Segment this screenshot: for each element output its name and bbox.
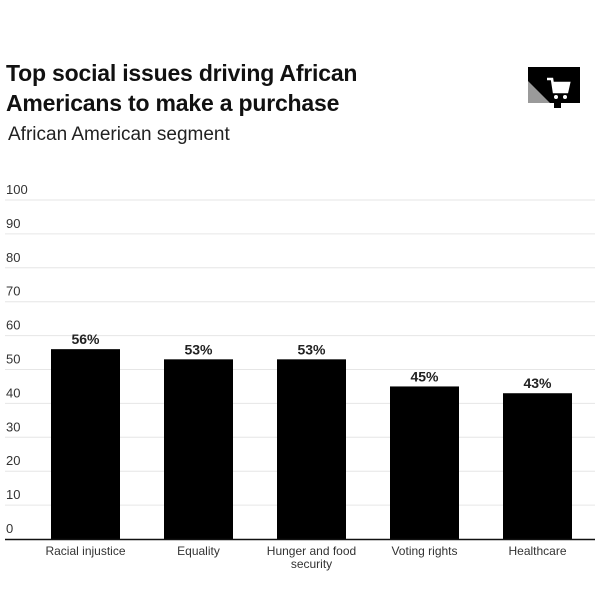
- y-tick-label: 60: [6, 318, 20, 333]
- data-label: 56%: [71, 331, 100, 347]
- y-tick-label: 70: [6, 284, 20, 299]
- data-label: 53%: [297, 341, 326, 357]
- bar: [390, 386, 459, 539]
- x-tick-label: Racial injustice: [45, 544, 125, 558]
- chart-title: Top social issues driving African Americ…: [6, 58, 446, 118]
- x-tick-label: Healthcare: [508, 544, 566, 558]
- data-label: 45%: [410, 368, 439, 384]
- y-tick-label: 0: [6, 521, 13, 536]
- y-tick-label: 40: [6, 385, 20, 400]
- y-tick-label: 30: [6, 419, 20, 434]
- bar: [164, 359, 233, 539]
- chart-title-line-1: Top social issues driving African: [6, 60, 358, 86]
- x-tick-label: Equality: [177, 544, 220, 558]
- y-tick-label: 10: [6, 487, 20, 502]
- data-label: 43%: [523, 375, 552, 391]
- bar: [503, 393, 572, 539]
- x-tick-label: Voting rights: [391, 544, 457, 558]
- y-tick-label: 90: [6, 216, 20, 231]
- x-tick-label: Hunger and food: [267, 544, 356, 558]
- y-tick-label: 20: [6, 453, 20, 468]
- bar: [51, 349, 120, 539]
- shopping-cart-icon: [528, 67, 580, 109]
- y-tick-label: 50: [6, 352, 20, 367]
- bar: [277, 359, 346, 539]
- y-tick-label: 80: [6, 250, 20, 265]
- y-tick-label: 100: [6, 182, 28, 197]
- data-label: 53%: [184, 341, 213, 357]
- chart-subtitle: African American segment: [8, 124, 230, 145]
- x-tick-label: security: [291, 557, 332, 571]
- chart-title-line-2: Americans to make a purchase: [6, 90, 340, 116]
